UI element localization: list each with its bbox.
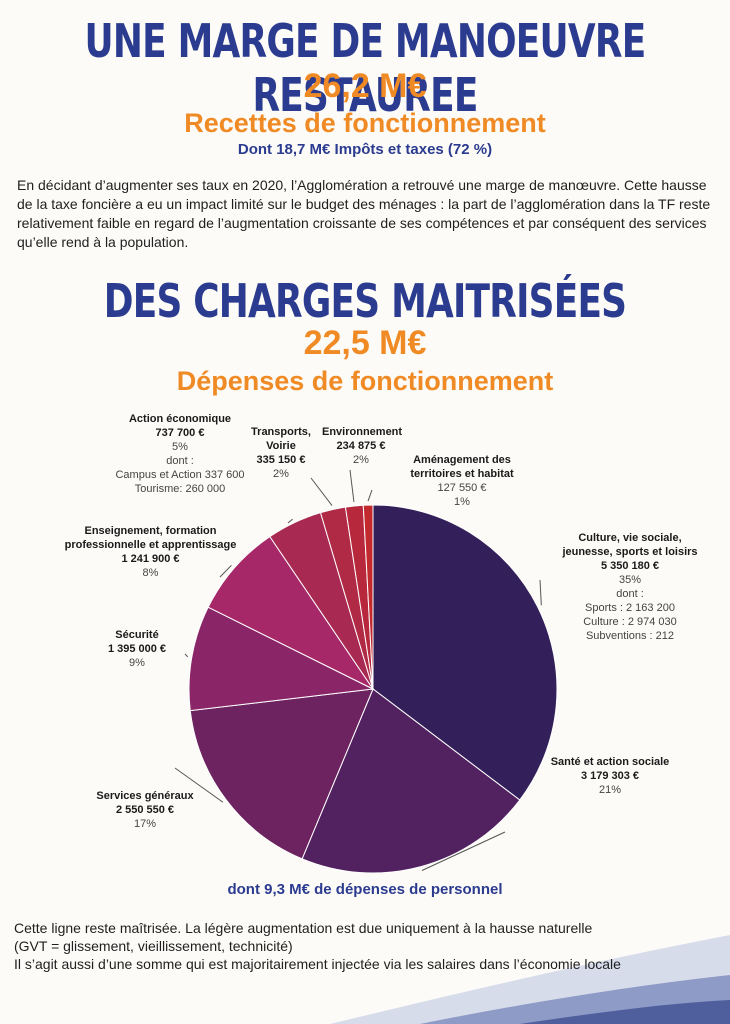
label-enseignement: Enseignement, formation professionnelle … bbox=[48, 524, 253, 580]
pie-slice-0 bbox=[372, 504, 558, 801]
label-culture-detail-3: Subventions : 212 bbox=[585, 630, 675, 642]
closing-line-1: Cette ligne reste maîtrisée. La légère a… bbox=[14, 920, 593, 936]
label-action-eco-name: Action économique bbox=[128, 413, 232, 425]
revenue-amount: 26,2 M€ bbox=[303, 67, 427, 105]
leader-line-7 bbox=[349, 469, 355, 503]
pie-slice-3 bbox=[188, 606, 375, 712]
label-action-eco-detail-1: Campus et Action 337 600 bbox=[115, 469, 245, 481]
label-transports-value: 335 150 € bbox=[256, 454, 306, 466]
label-services-name: Services généraux bbox=[96, 790, 194, 802]
revenue-detail: Dont 18,7 M€ Impôts et taxes (72 %) bbox=[237, 141, 493, 158]
leader-line-4 bbox=[219, 564, 232, 578]
leader-line-6 bbox=[310, 477, 333, 506]
label-services-value: 2 550 550 € bbox=[115, 804, 175, 816]
label-transports-name: Transports, Voirie bbox=[251, 426, 311, 452]
pie-slice-1 bbox=[301, 688, 521, 874]
label-action-eco-value: 737 700 € bbox=[155, 427, 205, 439]
label-transports: Transports, Voirie 335 150 € 2% bbox=[236, 425, 326, 481]
label-securite: Sécurité 1 395 000 € 9% bbox=[92, 628, 182, 670]
label-amenagement-name: Aménagement des territoires et habitat bbox=[410, 454, 514, 480]
label-securite-pct: 9% bbox=[129, 657, 145, 669]
label-enseignement-name: Enseignement, formation professionnelle … bbox=[64, 525, 237, 551]
label-culture-detail-1: Sports : 2 163 200 bbox=[585, 602, 675, 614]
section2-title: DES CHARGES MAITRISÉES bbox=[103, 274, 627, 328]
label-amenagement-value: 127 550 € bbox=[437, 482, 487, 494]
pie-slice-8 bbox=[362, 504, 374, 690]
label-sante-name: Santé et action sociale bbox=[550, 756, 670, 768]
label-culture-value: 5 350 180 € bbox=[600, 560, 660, 572]
revenue-subtitle: Recettes de fonctionnement bbox=[184, 108, 546, 138]
label-culture: Culture, vie sociale, jeunesse, sports e… bbox=[555, 531, 705, 643]
label-culture-pct: 35% bbox=[618, 574, 642, 586]
personnel-note: dont 9,3 M€ de dépenses de personnel bbox=[227, 881, 503, 898]
expense-subtitle: Dépenses de fonctionnement bbox=[176, 366, 554, 396]
leader-line-3 bbox=[184, 653, 189, 658]
label-action-eco-detail-2: Tourisme: 260 000 bbox=[134, 483, 226, 495]
label-services-pct: 17% bbox=[133, 818, 157, 830]
closing-paragraph: Cette ligne reste maîtrisée. La légère a… bbox=[14, 919, 714, 973]
label-action-eco: Action économique 737 700 € 5% dont : Ca… bbox=[110, 412, 250, 496]
intro-paragraph: En décidant d’augmenter ses taux en 2020… bbox=[17, 177, 711, 250]
label-action-eco-detail-0: dont : bbox=[166, 455, 194, 467]
label-sante-pct: 21% bbox=[598, 784, 622, 796]
label-environnement-name: Environnement bbox=[322, 426, 403, 438]
label-securite-name: Sécurité bbox=[115, 629, 159, 641]
label-sante: Santé et action sociale 3 179 303 € 21% bbox=[545, 755, 675, 797]
leader-line-2 bbox=[174, 767, 224, 803]
leader-line-5 bbox=[287, 518, 293, 524]
leader-line-1 bbox=[421, 831, 506, 871]
label-amenagement-pct: 1% bbox=[454, 496, 470, 508]
label-enseignement-value: 1 241 900 € bbox=[121, 553, 180, 565]
pie-slice-4 bbox=[207, 535, 375, 691]
expense-amount: 22,5 M€ bbox=[303, 324, 427, 362]
label-environnement-value: 234 875 € bbox=[336, 440, 386, 452]
label-securite-value: 1 395 000 € bbox=[107, 643, 167, 655]
leader-line-0 bbox=[539, 579, 542, 606]
label-environnement: Environnement 234 875 € 2% bbox=[322, 425, 403, 467]
pie-slice-2 bbox=[189, 688, 374, 860]
label-culture-detail-0: dont : bbox=[616, 588, 644, 600]
closing-line-3: Il s’agit aussi d’une somme qui est majo… bbox=[14, 956, 621, 972]
label-amenagement: Aménagement des territoires et habitat 1… bbox=[388, 453, 536, 509]
label-services: Services généraux 2 550 550 € 17% bbox=[85, 789, 205, 831]
label-action-eco-pct: 5% bbox=[172, 441, 188, 453]
label-enseignement-pct: 8% bbox=[142, 567, 159, 579]
label-culture-detail-2: Culture : 2 974 030 bbox=[583, 616, 677, 628]
label-transports-pct: 2% bbox=[273, 468, 289, 480]
closing-line-2: (GVT = glissement, vieillissement, techn… bbox=[14, 938, 293, 954]
label-environnement-pct: 2% bbox=[353, 454, 369, 466]
label-sante-value: 3 179 303 € bbox=[580, 770, 640, 782]
section1-title: UNE MARGE DE MANOEUVRE RESTAUREE bbox=[84, 14, 647, 122]
label-culture-name: Culture, vie sociale, jeunesse, sports e… bbox=[562, 532, 698, 558]
leader-line-8 bbox=[367, 489, 373, 502]
